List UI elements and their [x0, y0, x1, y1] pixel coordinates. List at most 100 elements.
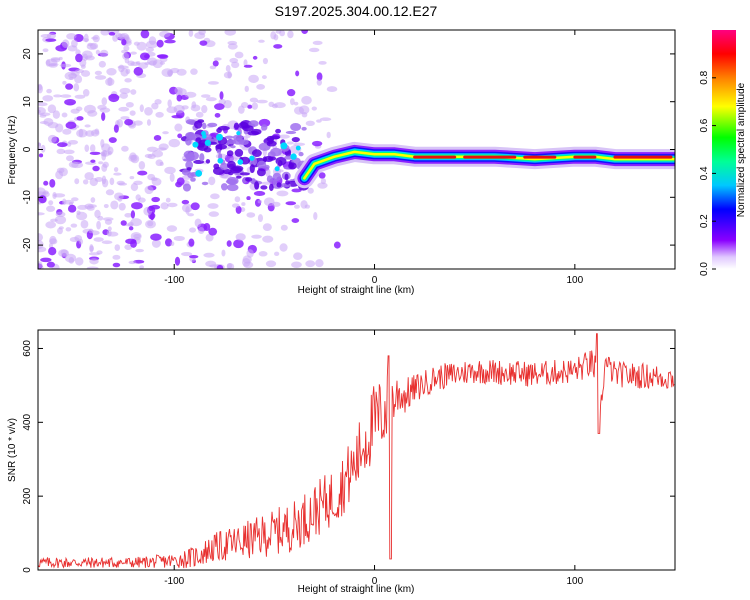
cluster-blob — [217, 125, 230, 131]
noise-blob — [151, 239, 161, 248]
noise-blob — [124, 244, 133, 251]
noise-blob — [75, 257, 84, 266]
noise-blob — [85, 130, 95, 137]
noise-blob — [293, 101, 299, 106]
noise-blob — [96, 220, 101, 230]
noise-blob — [38, 246, 47, 253]
noise-blob — [146, 146, 158, 152]
noise-blob — [88, 228, 94, 234]
noise-blob — [125, 101, 134, 108]
noise-blob — [256, 99, 268, 104]
noise-blob — [326, 86, 338, 93]
noise-blob — [40, 144, 46, 153]
noise-blob — [66, 33, 77, 40]
noise-blob — [316, 72, 323, 81]
cluster-blob — [188, 151, 200, 161]
noise-blob — [76, 211, 88, 221]
noise-blob — [198, 227, 205, 235]
noise-blob — [108, 93, 120, 103]
noise-blob — [128, 226, 134, 231]
snr-frame — [37, 329, 676, 571]
noise-blob — [188, 30, 194, 37]
noise-blob — [75, 53, 83, 63]
noise-blob — [291, 261, 302, 268]
noise-blob — [118, 64, 125, 73]
cluster-blob — [277, 160, 283, 167]
noise-blob — [318, 60, 327, 65]
noise-blob — [241, 202, 246, 206]
noise-blob — [150, 233, 162, 241]
noise-blob — [316, 119, 322, 123]
noise-blob — [313, 212, 318, 221]
noise-blob — [177, 133, 183, 139]
noise-blob — [273, 34, 279, 41]
noise-blob — [112, 254, 121, 260]
cluster-blob — [225, 179, 238, 185]
noise-blob — [147, 220, 154, 227]
noise-blob — [234, 51, 244, 59]
cluster-peak — [195, 169, 203, 177]
noise-blob — [113, 124, 119, 133]
noise-blob — [235, 205, 242, 214]
chart-title: S197.2025.304.00.12.E27 — [275, 3, 438, 19]
noise-blob — [67, 204, 77, 213]
noise-blob — [63, 149, 75, 155]
noise-blob — [200, 94, 211, 98]
noise-blob — [307, 187, 314, 194]
noise-blob — [74, 234, 83, 242]
noise-blob — [123, 45, 130, 52]
noise-blob — [312, 40, 323, 45]
noise-blob — [89, 144, 96, 153]
noise-blob — [94, 70, 102, 76]
cluster-blob — [248, 120, 259, 127]
noise-blob — [144, 153, 153, 159]
noise-blob — [171, 115, 183, 119]
cluster-blob — [230, 145, 236, 149]
cluster-blob — [222, 168, 232, 175]
noise-blob — [52, 110, 61, 119]
noise-blob — [101, 112, 106, 121]
cluster-blob — [285, 180, 290, 185]
noise-blob — [59, 63, 72, 68]
cluster-blob — [207, 122, 218, 128]
noise-blob — [130, 51, 137, 55]
cluster-blob — [224, 135, 234, 140]
snr-panel: -100 0 100 0 200 400 600 Height of straight li… — [7, 329, 676, 595]
noise-blob — [92, 34, 100, 43]
noise-blob — [208, 227, 218, 236]
noise-blob — [140, 30, 150, 39]
noise-blob — [213, 57, 222, 61]
noise-blob — [148, 205, 154, 211]
cluster-blob — [219, 162, 229, 171]
noise-blob — [99, 49, 109, 58]
noise-blob — [153, 135, 162, 141]
noise-blob — [62, 128, 72, 135]
noise-blob — [133, 66, 144, 76]
noise-blob — [223, 99, 232, 109]
cluster-blob — [185, 137, 192, 146]
cluster-blob — [269, 135, 281, 140]
noise-blob — [261, 75, 267, 80]
noise-blob — [170, 241, 175, 246]
noise-blob — [226, 263, 235, 269]
noise-blob — [113, 172, 122, 176]
cluster-blob — [245, 177, 253, 182]
cluster-blob — [233, 122, 240, 130]
noise-blob — [173, 235, 185, 241]
noise-blob — [209, 65, 217, 70]
noise-blob — [210, 193, 220, 200]
noise-blob — [195, 111, 204, 118]
noise-blob — [144, 185, 154, 195]
noise-blob — [119, 92, 128, 99]
y-tick-label: 0 — [22, 567, 33, 573]
cluster-blob — [220, 183, 228, 191]
noise-blob — [263, 197, 275, 207]
noise-blob — [100, 30, 110, 36]
cluster-blob — [187, 172, 195, 179]
noise-blob — [291, 188, 302, 193]
cluster-blob — [285, 130, 297, 135]
x-tick-label: 100 — [566, 275, 583, 286]
noise-blob — [64, 253, 77, 263]
noise-blob — [86, 43, 97, 50]
noise-blob — [189, 227, 197, 233]
